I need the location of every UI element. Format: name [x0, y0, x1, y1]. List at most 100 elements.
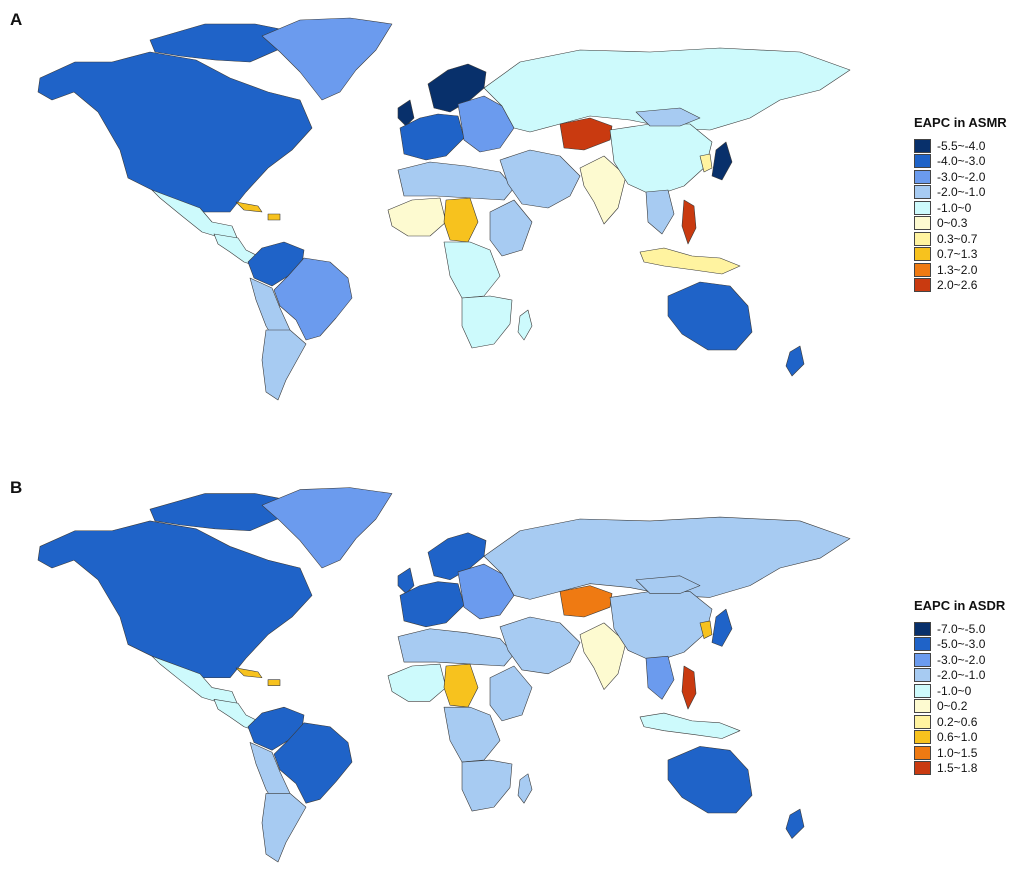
region-philippines	[681, 665, 697, 710]
legend-asdr: EAPC in ASDR -7.0~-5.0 -5.0~-3.0 -3.0~-2.0…	[914, 598, 1005, 776]
legend-item: 1.5~1.8	[914, 761, 1005, 777]
legend-item: -1.0~0	[914, 683, 1005, 699]
region-japan	[711, 141, 733, 181]
region-china	[609, 123, 713, 197]
legend-swatch	[914, 154, 931, 169]
region-greenland	[261, 17, 393, 101]
region-north-america	[37, 520, 313, 679]
legend-swatch	[914, 231, 931, 246]
panel-a: A EAPC in ASMR -5.5~-4.0 -4.0~-3.0 -3.0~-2…	[0, 0, 1021, 440]
region-australia	[667, 281, 753, 351]
legend-item: -2.0~-1.0	[914, 668, 1005, 684]
region-mongolia	[635, 575, 701, 594]
legend-item: -1.0~0	[914, 200, 1007, 216]
legend-item: 0.6~1.0	[914, 730, 1005, 746]
region-east-africa	[489, 665, 533, 722]
legend-swatch	[914, 761, 931, 776]
region-madagascar	[517, 773, 533, 804]
map-regions	[37, 17, 851, 401]
region-north-america	[37, 51, 313, 213]
panel-letter: B	[10, 478, 23, 497]
legend-item: -3.0~-2.0	[914, 169, 1007, 185]
legend-label: -2.0~-1.0	[937, 185, 986, 200]
legend-swatch	[914, 169, 931, 184]
region-west-africa	[387, 663, 447, 702]
region-caribbean	[235, 667, 281, 686]
panel-letter: A	[10, 10, 23, 29]
region-australia	[667, 746, 753, 814]
region-china	[609, 591, 713, 663]
region-central-africa	[443, 241, 501, 299]
legend-swatch	[914, 652, 931, 667]
legend-label: -5.0~-3.0	[937, 637, 986, 652]
legend-swatch	[914, 262, 931, 277]
map-regions	[37, 487, 851, 863]
region-north-africa	[397, 161, 515, 201]
region-southern-cone	[261, 793, 307, 863]
region-central-asia	[559, 585, 613, 618]
legend-item: -7.0~-5.0	[914, 621, 1005, 637]
legend-label: 0.6~1.0	[937, 730, 978, 745]
region-southern-africa	[461, 295, 513, 349]
legend-item: -3.0~-2.0	[914, 652, 1005, 668]
region-southeast-asia	[645, 655, 675, 700]
legend-label: -2.0~-1.0	[937, 668, 986, 683]
legend-swatch	[914, 621, 931, 636]
legend-item: 1.0~1.5	[914, 745, 1005, 761]
legend-label: 0~0.3	[937, 216, 968, 231]
region-indonesia	[639, 712, 741, 739]
region-arctic-islands	[149, 23, 286, 63]
legend-asmr: EAPC in ASMR -5.5~-4.0 -4.0~-3.0 -3.0~-2.0…	[914, 115, 1007, 293]
panel-b: B EAPC in ASDR -7.0~-5.0 -5.0~-3.0 -3.0~-2…	[0, 470, 1021, 890]
region-southern-africa	[461, 759, 513, 812]
world-map-asmr	[37, 17, 851, 401]
legend-swatch	[914, 247, 931, 262]
region-central-asia	[559, 117, 613, 151]
region-russia	[483, 516, 851, 600]
legend-swatch	[914, 668, 931, 683]
legend-item: 2.0~2.6	[914, 278, 1007, 294]
legend-label: 2.0~2.6	[937, 278, 978, 293]
legend-item: 0.2~0.6	[914, 714, 1005, 730]
legend-label: 1.3~2.0	[937, 262, 978, 277]
region-russia	[483, 47, 851, 133]
region-southeast-asia	[645, 189, 675, 235]
world-map-asdr	[37, 487, 851, 863]
region-japan	[711, 608, 733, 647]
region-madagascar	[517, 309, 533, 341]
legend-swatch	[914, 714, 931, 729]
legend-title: EAPC in ASMR	[914, 115, 1007, 130]
legend-items: -5.5~-4.0 -4.0~-3.0 -3.0~-2.0 -2.0~-1.0 -1.0…	[914, 138, 1007, 293]
legend-label: -3.0~-2.0	[937, 169, 986, 184]
legend-label: -3.0~-2.0	[937, 652, 986, 667]
legend-item: -5.5~-4.0	[914, 138, 1007, 154]
region-niger-chad	[443, 663, 479, 708]
region-east-africa	[489, 199, 533, 257]
region-southern-cone	[261, 329, 307, 401]
legend-swatch	[914, 138, 931, 153]
legend-item: 0.3~0.7	[914, 231, 1007, 247]
region-new-zealand	[785, 808, 805, 839]
region-caribbean	[235, 201, 281, 221]
region-eastern-europe	[457, 95, 515, 153]
legend-swatch	[914, 200, 931, 215]
legend-swatch	[914, 278, 931, 293]
legend-label: 0~0.2	[937, 699, 968, 714]
legend-label: -4.0~-3.0	[937, 154, 986, 169]
legend-label: 1.5~1.8	[937, 761, 978, 776]
region-west-africa	[387, 197, 447, 237]
region-north-africa	[397, 628, 515, 667]
legend-swatch	[914, 216, 931, 231]
region-mongolia	[635, 107, 701, 127]
region-indonesia	[639, 247, 741, 275]
region-south-asia	[579, 155, 627, 225]
legend-label: -5.5~-4.0	[937, 138, 986, 153]
legend-item: 0~0.3	[914, 216, 1007, 232]
legend-item: 1.3~2.0	[914, 262, 1007, 278]
legend-item: 0.7~1.3	[914, 247, 1007, 263]
region-eastern-europe	[457, 563, 515, 620]
legend-item: -4.0~-3.0	[914, 154, 1007, 170]
legend-item: 0~0.2	[914, 699, 1005, 715]
legend-label: 1.0~1.5	[937, 745, 978, 760]
legend-swatch	[914, 745, 931, 760]
